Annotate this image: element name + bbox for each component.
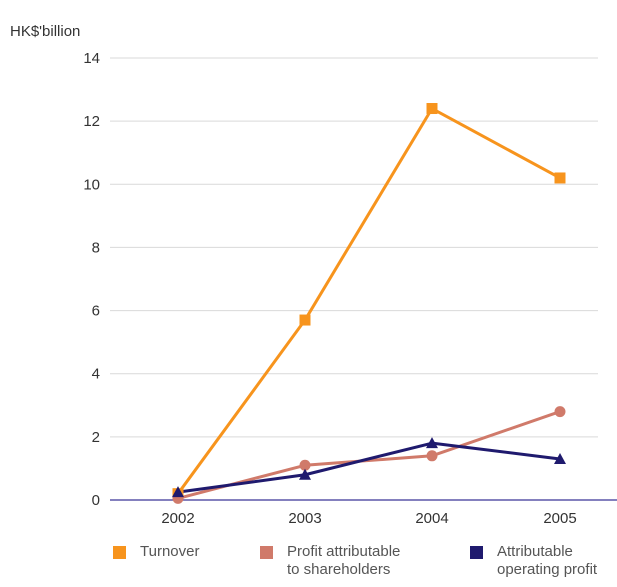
legend-label-operating-profit: Attributable operating profit	[497, 543, 617, 579]
marker-operating-profit-2005	[554, 452, 566, 464]
series-markers	[172, 103, 566, 504]
y-tick-8: 8	[92, 239, 100, 256]
series-line-profit	[177, 410, 561, 500]
legend-profit: Profit attributable to shareholders	[260, 543, 437, 579]
legend-turnover: Turnover	[113, 543, 290, 561]
marker-profit-2004	[426, 450, 438, 462]
gridlines	[110, 57, 617, 501]
y-tick-2: 2	[92, 429, 100, 446]
x-tick-labels: 2002 2003 2004 2005	[161, 510, 576, 527]
x-tick-2005: 2005	[543, 510, 576, 527]
legend-label-profit-line-2: to shareholders	[287, 561, 391, 578]
series-line-operating-profit	[177, 441, 561, 494]
legend-label-operating-profit-line-1: Attributable	[497, 543, 573, 560]
legend-label-profit-line-1: Profit attributable	[287, 543, 401, 560]
x-tick-2004: 2004	[415, 510, 448, 527]
x-tick-2003: 2003	[288, 510, 321, 527]
marker-turnover-2005	[554, 172, 566, 184]
legend-operating-profit: Attributable operating profit	[470, 543, 617, 579]
y-tick-14: 14	[83, 50, 100, 67]
marker-profit-2003	[299, 459, 311, 471]
series-lines	[176, 107, 561, 500]
y-tick-12: 12	[83, 113, 100, 130]
y-tick-10: 10	[83, 176, 100, 193]
y-tick-0: 0	[92, 492, 100, 509]
legend-swatch-operating-profit	[470, 546, 483, 559]
x-tick-2002: 2002	[161, 510, 194, 527]
legend-label-profit: Profit attributable to shareholders	[287, 543, 437, 579]
legend-swatch-profit	[260, 546, 273, 559]
marker-operating-profit-2002	[172, 486, 184, 498]
marker-profit-2005	[554, 406, 566, 418]
legend-label-turnover: Turnover	[140, 543, 200, 560]
legend-label-operating-profit-line-2: operating profit	[497, 561, 598, 578]
marker-turnover-2004	[426, 103, 438, 115]
y-axis-unit-label: HK$'billion	[10, 23, 80, 40]
legend-swatch-turnover	[113, 546, 126, 559]
marker-operating-profit-2004	[426, 437, 438, 449]
y-tick-labels: 0 2 4 6 8 10 12 14	[83, 50, 100, 509]
series-line-turnover	[176, 107, 561, 495]
marker-operating-profit-2003	[299, 468, 311, 480]
marker-turnover-2003	[299, 314, 311, 326]
y-tick-6: 6	[92, 303, 100, 320]
y-tick-4: 4	[92, 366, 100, 383]
